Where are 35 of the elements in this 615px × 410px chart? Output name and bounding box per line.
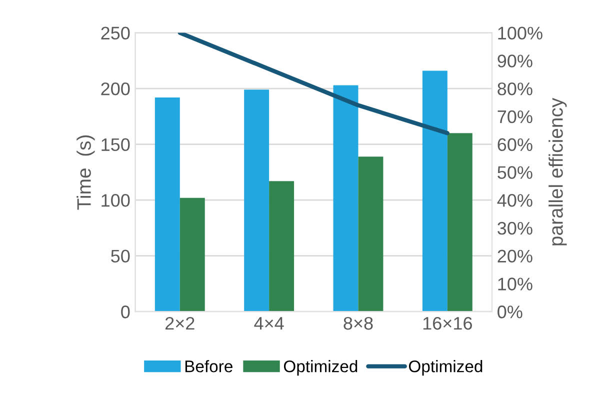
- y2-tick-label: 70%: [498, 110, 532, 124]
- legend-label: Optimized: [408, 360, 482, 376]
- bar: [269, 181, 294, 312]
- y2-tick-label: 0%: [498, 306, 522, 318]
- bar: [447, 133, 472, 312]
- y2-tick-label: 30%: [498, 222, 532, 235]
- y-tick-label: 0: [121, 306, 130, 318]
- y2-tick-label: 50%: [498, 166, 532, 179]
- legend-label: Optimized: [284, 360, 358, 376]
- y-tick-label: 250: [101, 26, 130, 40]
- y2-tick-label: 40%: [497, 194, 532, 207]
- legend-label: Before: [185, 360, 232, 372]
- y-tick-label: 100: [102, 194, 130, 207]
- y-axis-title: Time (s): [76, 135, 95, 210]
- bar: [154, 97, 180, 312]
- y2-tick-label: 20%: [498, 250, 532, 263]
- y-tick-label: 50: [111, 250, 130, 263]
- y2-tick-label: 100%: [498, 26, 542, 40]
- line-series: [178, 32, 450, 136]
- bar: [180, 198, 205, 312]
- bar: [358, 156, 384, 312]
- x-tick-label: 8×8: [344, 316, 373, 330]
- x-tick-label: 16×16: [423, 316, 472, 330]
- y2-tick-label: 60%: [498, 138, 532, 152]
- y2-tick-label: 90%: [498, 54, 532, 68]
- x-tick-label: 4×4: [254, 317, 284, 330]
- y-tick-label: 200: [101, 82, 130, 96]
- y2-axis-title: parallel efficiency: [548, 98, 567, 246]
- x-tick-label: 2×2: [165, 316, 194, 330]
- bar: [244, 90, 270, 312]
- y2-tick-label: 10%: [498, 278, 532, 290]
- y2-tick-label: 80%: [498, 82, 532, 96]
- bar: [422, 70, 448, 312]
- y-tick-label: 150: [102, 138, 130, 152]
- bar: [333, 85, 358, 312]
